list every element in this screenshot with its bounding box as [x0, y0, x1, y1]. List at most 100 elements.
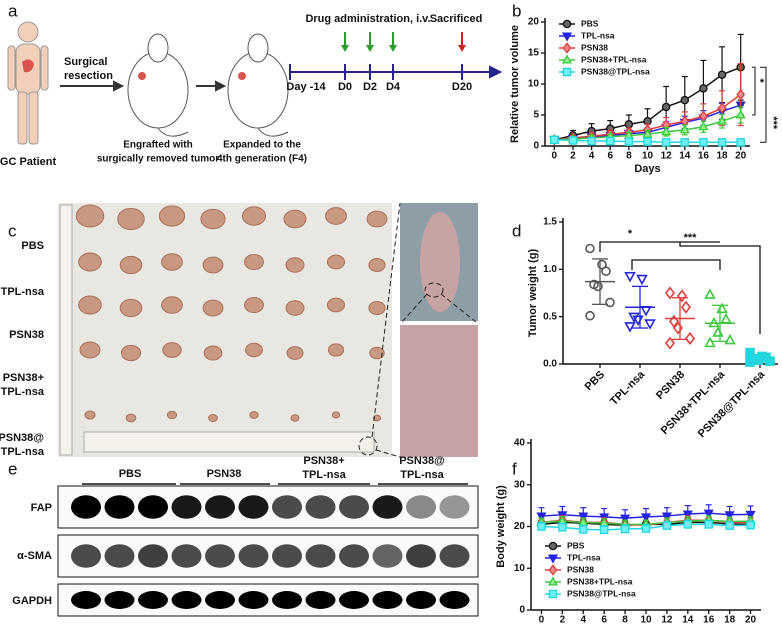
marker — [716, 115, 728, 125]
dose-arrow — [341, 32, 466, 52]
marker — [746, 520, 755, 530]
marker — [672, 321, 684, 335]
band — [339, 495, 369, 519]
tumor — [285, 300, 305, 316]
tumor — [368, 258, 386, 272]
y-tick-label: 10 — [528, 79, 540, 90]
marker — [624, 322, 636, 333]
tumor — [369, 346, 385, 360]
tumor — [202, 256, 224, 274]
x-axis-title: Days — [634, 163, 660, 175]
x-tick-label: 14 — [682, 615, 694, 626]
marker — [550, 135, 559, 145]
marker — [703, 509, 714, 519]
tumor — [208, 413, 218, 423]
tumor — [162, 342, 182, 358]
marker — [704, 288, 716, 299]
panel-label: f — [512, 459, 517, 478]
marker — [699, 138, 708, 147]
mouse — [127, 33, 289, 137]
tumor — [200, 208, 226, 230]
x-tick-label: 10 — [640, 615, 652, 626]
legend-label: PSN38@TPL-nsa — [567, 588, 636, 598]
tumor — [244, 296, 264, 314]
marker — [643, 137, 652, 146]
mouse-zoom — [400, 325, 478, 457]
marker — [624, 271, 636, 283]
marker — [736, 138, 745, 147]
band — [104, 544, 135, 568]
band — [272, 544, 302, 568]
group-label: PSN38+ — [303, 455, 344, 467]
mouse-photo — [420, 212, 460, 312]
marker — [698, 110, 708, 122]
marker — [587, 136, 596, 146]
timeline-label: Day -14 — [286, 81, 326, 93]
legend-marker — [561, 32, 573, 42]
marker — [704, 520, 713, 529]
band — [372, 544, 403, 568]
row-label: PBS — [21, 240, 44, 252]
y-tick-label: 15 — [528, 48, 540, 59]
legend-label: TPL-nsa — [567, 552, 601, 562]
marker — [661, 138, 671, 147]
marker — [736, 88, 746, 101]
patient-figure — [7, 21, 49, 145]
x-tick-label: 14 — [679, 151, 691, 162]
protein-label: GAPDH — [12, 595, 52, 607]
x-tick-label: 12 — [661, 615, 673, 626]
y-axis-title: Body weight (g) — [495, 485, 507, 568]
band — [238, 591, 269, 609]
row-label: PSN38+ — [3, 372, 44, 384]
tumor — [79, 341, 101, 359]
tumor — [158, 205, 186, 227]
legend-marker — [562, 67, 572, 77]
tumor — [119, 298, 143, 318]
marker — [717, 70, 727, 79]
tumor — [119, 255, 143, 275]
marker — [642, 128, 653, 138]
band — [238, 544, 269, 568]
band — [372, 591, 403, 609]
marker — [680, 95, 690, 105]
label: 4th generation (F4) — [217, 154, 307, 165]
x-tick-label: 16 — [703, 615, 715, 626]
panel-label: e — [8, 459, 17, 478]
y-axis-title: Tumor weight (g) — [527, 248, 539, 337]
timeline-label: D2 — [363, 81, 377, 93]
blots — [57, 485, 479, 617]
label: GC Patient — [0, 156, 56, 168]
tumor — [249, 411, 259, 419]
legend-marker — [548, 541, 558, 551]
band — [305, 495, 336, 519]
legend-label: PSN38 — [581, 42, 608, 52]
band — [104, 495, 135, 519]
sig-bracket — [760, 66, 767, 143]
band — [205, 544, 235, 568]
band — [71, 591, 101, 609]
marker — [664, 286, 676, 300]
marker — [605, 136, 615, 146]
legend-marker — [548, 564, 558, 576]
tumors — [75, 204, 388, 423]
marker — [717, 138, 727, 147]
y-tick-label: 0 — [519, 605, 525, 616]
marker — [579, 525, 588, 534]
tumor — [326, 254, 346, 270]
tumor — [372, 414, 382, 422]
marker — [636, 274, 648, 286]
group-label: PBS — [119, 468, 142, 480]
marker — [684, 331, 696, 345]
tumor — [244, 253, 264, 271]
legend-label: PSN38 — [567, 564, 594, 574]
tumor — [125, 413, 137, 423]
tumor — [285, 257, 305, 273]
x-tick-label: 4 — [580, 615, 586, 626]
band — [71, 495, 101, 519]
marker — [753, 355, 763, 366]
tumor — [368, 301, 386, 315]
band — [104, 591, 135, 609]
legend-marker — [562, 42, 572, 54]
band — [406, 544, 436, 568]
y-tick-label: 10 — [514, 563, 526, 574]
